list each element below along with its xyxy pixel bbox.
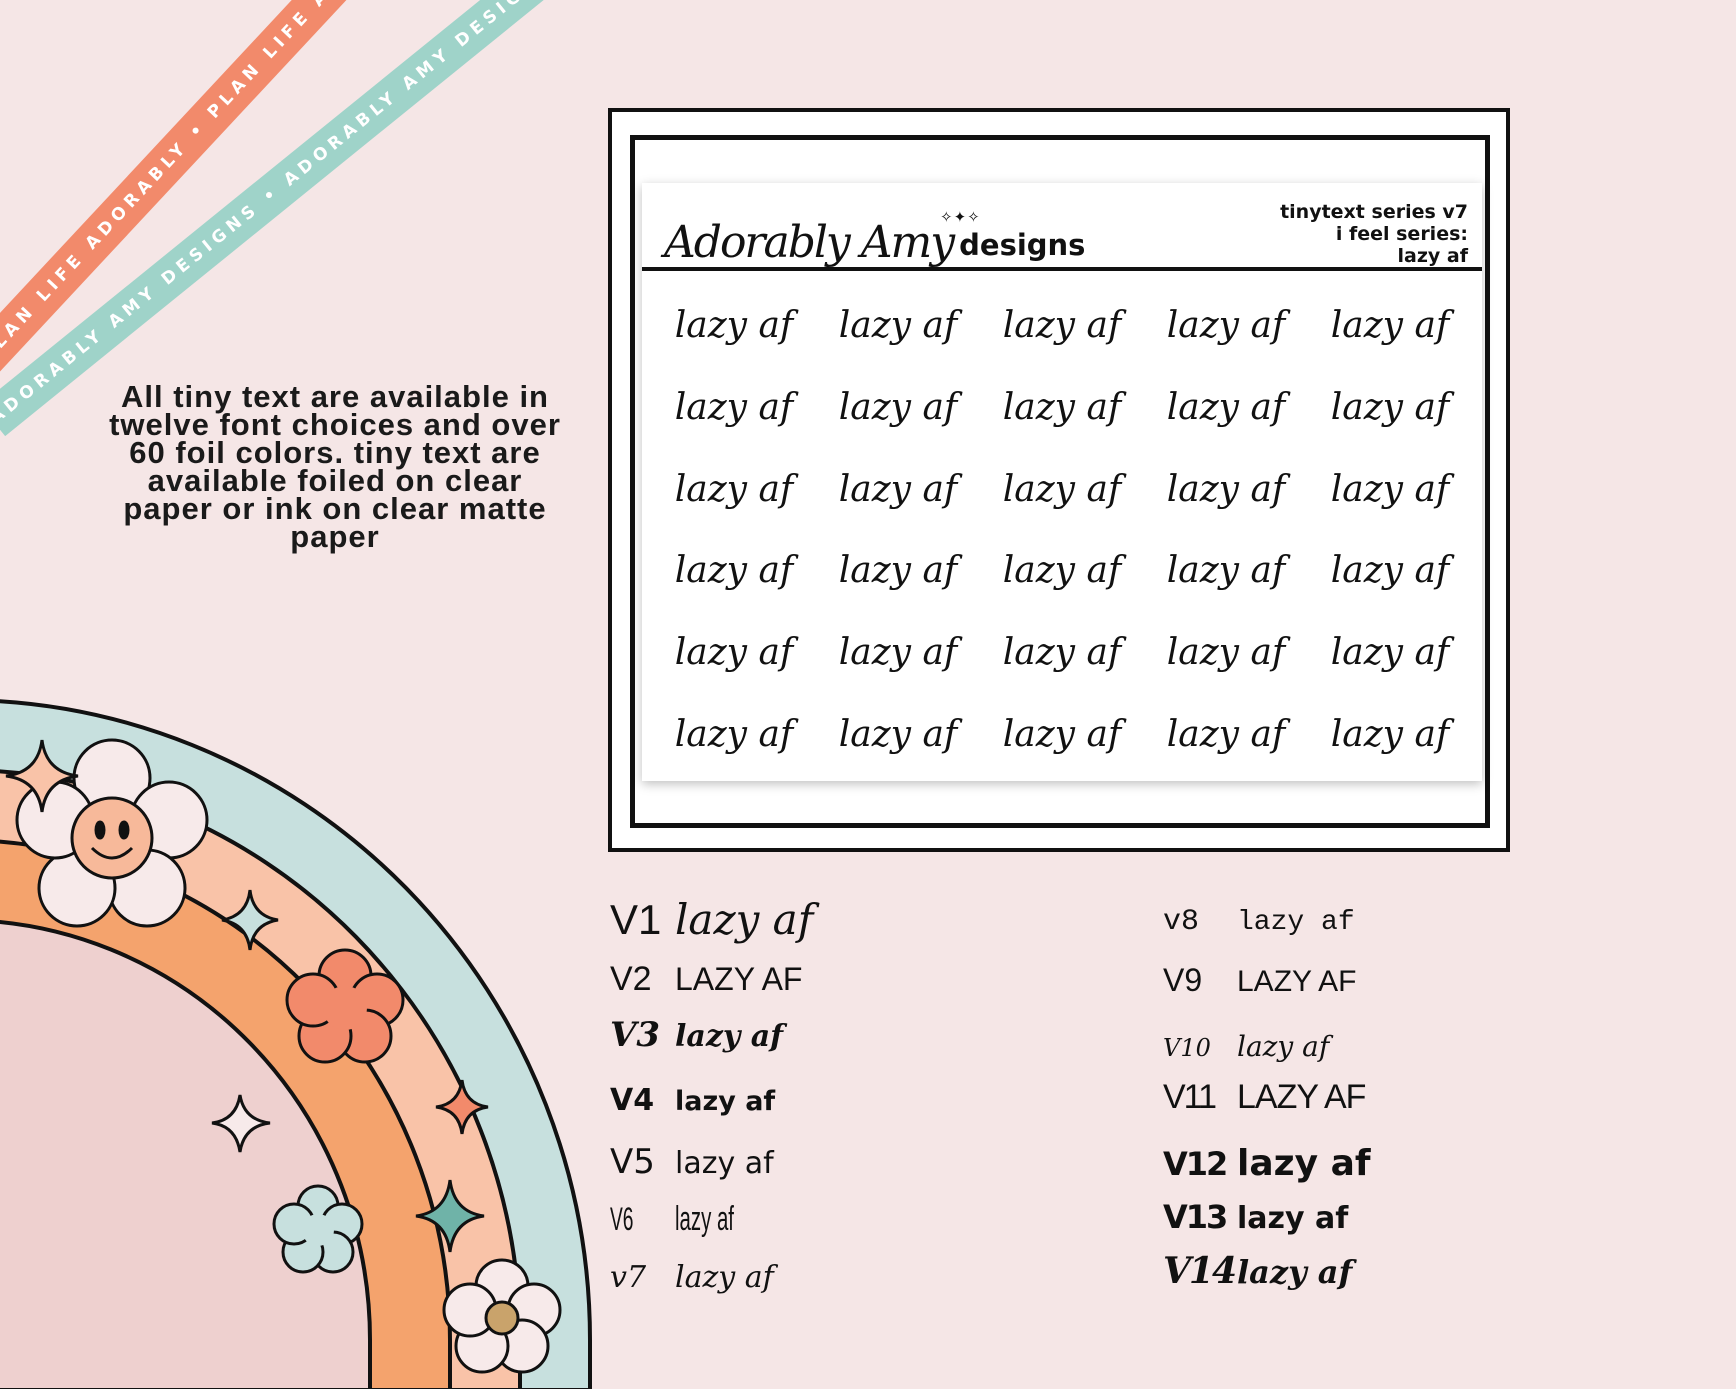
font-code: V3: [610, 1015, 661, 1055]
sticker: lazy af: [1330, 305, 1450, 347]
font-sample: lazy af: [1237, 907, 1355, 938]
sticker: lazy af: [1166, 468, 1286, 510]
sticker: lazy af: [838, 631, 958, 673]
sticker: lazy af: [1330, 631, 1450, 673]
font-choice-v9: V9 LAZY AF: [1163, 962, 1357, 999]
sticker: lazy af: [1166, 305, 1286, 347]
font-choice-v12: V12 lazy af: [1163, 1143, 1371, 1184]
sticker: lazy af: [674, 305, 794, 347]
font-choice-v13: V13 lazy af: [1163, 1198, 1348, 1236]
sheet-title: lazy af: [1397, 245, 1468, 267]
font-code: v7: [610, 1260, 647, 1295]
font-sample: lazy af: [675, 1200, 734, 1238]
font-choice-v8: v8 lazy af: [1163, 905, 1355, 939]
sticker: lazy af: [1330, 713, 1450, 755]
sticker-grid: lazy af lazy af lazy af lazy af lazy af …: [652, 285, 1472, 775]
sheet-subseries: i feel series:: [1335, 223, 1468, 245]
font-sample: lazy af: [1237, 1143, 1371, 1184]
brand-script: Adorably Amy: [664, 217, 955, 268]
sticker: lazy af: [674, 386, 794, 428]
sticker: lazy af: [1330, 386, 1450, 428]
sticker-sheet: [642, 183, 1482, 781]
font-choice-v2: V2 LAZY AF: [610, 960, 802, 999]
sticker: lazy af: [1166, 631, 1286, 673]
font-sample: lazy af: [1237, 1030, 1330, 1063]
font-sample: lazy af: [675, 1086, 776, 1117]
font-choice-v3: V3 lazy af: [610, 1015, 783, 1055]
white-flower-icon: [442, 1258, 562, 1374]
sticker: lazy af: [838, 550, 958, 592]
sticker: lazy af: [1002, 550, 1122, 592]
sticker: lazy af: [1002, 386, 1122, 428]
font-choice-v10: V10 lazy af: [1163, 1030, 1329, 1063]
sticker: lazy af: [674, 713, 794, 755]
sticker: lazy af: [838, 305, 958, 347]
font-choice-v14: V14 lazy af: [1163, 1250, 1352, 1292]
font-code: V13: [1163, 1198, 1228, 1236]
sheet-divider: [642, 267, 1482, 271]
sticker: lazy af: [838, 386, 958, 428]
font-code: V4: [610, 1083, 655, 1118]
brand-logo: Adorably Amy designs: [664, 198, 1085, 268]
font-sample: lazy af: [675, 1019, 784, 1054]
sticker: lazy af: [674, 468, 794, 510]
mint-flower-icon: [272, 1184, 364, 1274]
sheet-info: tinytext series v7 i feel series: lazy a…: [1160, 201, 1468, 267]
font-choice-v11: V11 LAZY AF: [1163, 1078, 1366, 1117]
coral-flower-icon: [285, 948, 405, 1064]
sticker: lazy af: [838, 468, 958, 510]
font-code: V1: [610, 896, 662, 943]
sticker: lazy af: [1002, 305, 1122, 347]
font-code: V11: [1163, 1078, 1217, 1116]
font-code: V5: [610, 1142, 655, 1182]
font-sample: lazy af: [1237, 1201, 1349, 1236]
smiley-flower-icon: [15, 738, 209, 928]
sparkle-icon: [5, 739, 79, 813]
font-choice-v6: V6 lazy af: [610, 1200, 773, 1239]
font-sample: lazy af: [1237, 1253, 1353, 1291]
sheet-series: tinytext series v7: [1280, 201, 1468, 223]
font-sample: LAZY AF: [675, 961, 803, 997]
brand-word: designs: [959, 228, 1086, 262]
sticker: lazy af: [674, 631, 794, 673]
font-choice-v7: v7 lazy af: [610, 1260, 774, 1295]
promo-text: All tiny text are available in twelve fo…: [109, 379, 561, 554]
font-code: V12: [1163, 1145, 1228, 1183]
font-sample: LAZY AF: [1237, 965, 1357, 998]
font-choice-v4: V4 lazy af: [610, 1083, 775, 1118]
font-sample: LAZY AF: [1237, 1078, 1366, 1116]
sparkle-icon: [435, 1079, 489, 1135]
sticker: lazy af: [674, 550, 794, 592]
sparkle-icon: [221, 889, 279, 951]
font-code: V2: [610, 960, 652, 998]
font-choice-v1: V1 lazy af: [610, 895, 813, 944]
sticker: lazy af: [1330, 468, 1450, 510]
rainbow-illustration: [0, 699, 592, 1389]
font-code: V6: [610, 1201, 634, 1237]
sticker: lazy af: [1166, 386, 1286, 428]
font-code: v8: [1163, 905, 1200, 939]
sticker: lazy af: [1002, 631, 1122, 673]
font-code: V9: [1163, 962, 1203, 998]
font-sample: lazy af: [675, 1260, 774, 1295]
sparkle-icon: ✧✦✧: [940, 209, 981, 226]
font-choice-v5: V5 lazy af: [610, 1142, 774, 1182]
sticker: lazy af: [1166, 550, 1286, 592]
sticker: lazy af: [838, 713, 958, 755]
font-code: V14: [1163, 1250, 1237, 1292]
sticker: lazy af: [1330, 550, 1450, 592]
sticker: lazy af: [1002, 468, 1122, 510]
sticker: lazy af: [1166, 713, 1286, 755]
font-sample: lazy af: [675, 1146, 774, 1181]
font-sample: lazy af: [675, 895, 814, 944]
sparkle-icon: [211, 1094, 271, 1153]
font-code: V10: [1163, 1034, 1211, 1062]
sticker: lazy af: [1002, 713, 1122, 755]
sparkle-icon: [415, 1179, 485, 1253]
